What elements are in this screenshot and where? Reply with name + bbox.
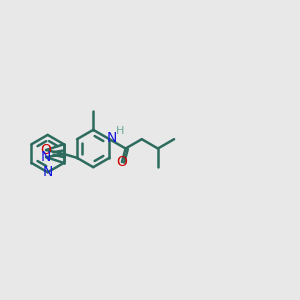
Text: N: N [41,150,51,164]
Text: N: N [107,131,118,146]
Text: O: O [116,155,128,169]
Text: H: H [116,126,124,136]
Text: O: O [40,143,52,157]
Text: N: N [43,165,53,179]
